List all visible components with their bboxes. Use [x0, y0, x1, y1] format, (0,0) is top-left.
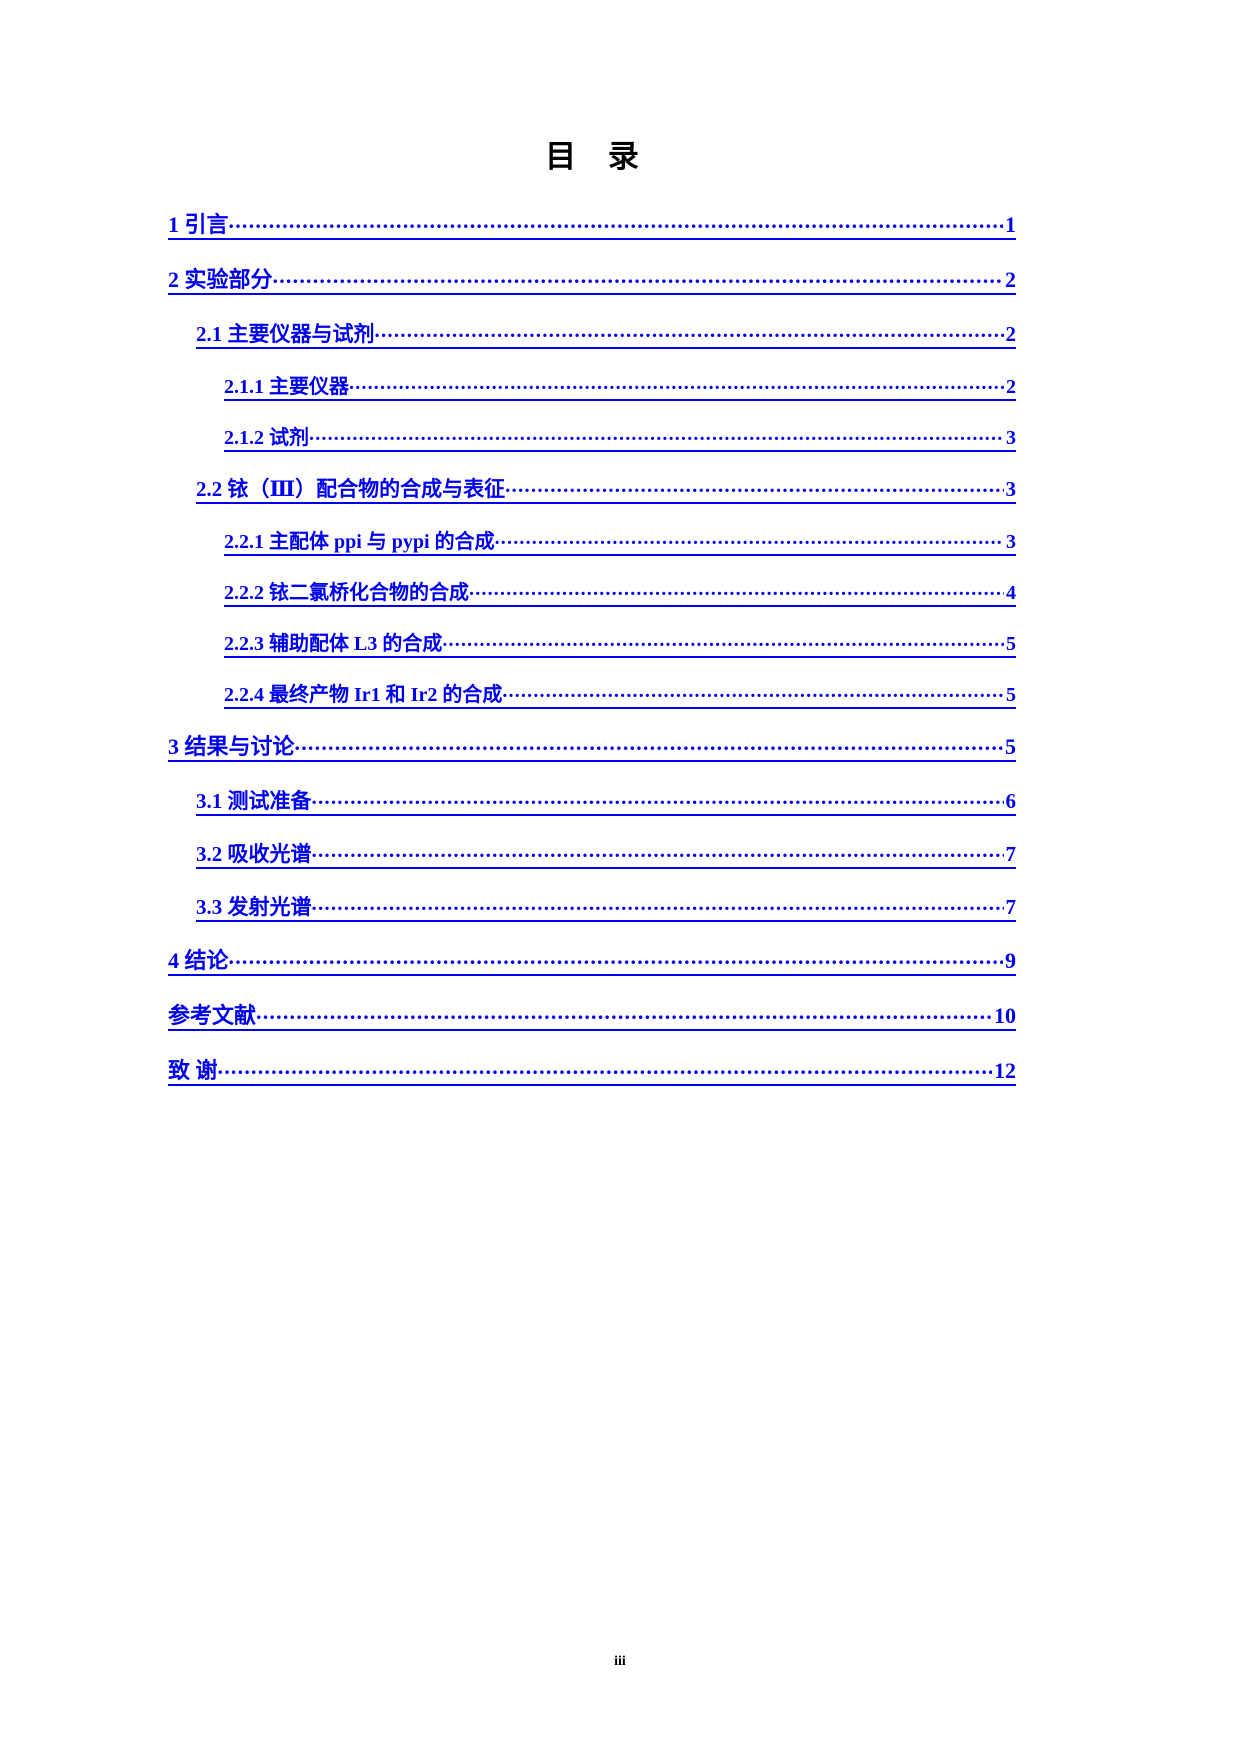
toc-entry-label: 2.1.2 试剂 [224, 427, 309, 450]
toc-entry-label: 3.3 发射光谱 [196, 895, 312, 920]
toc-entry-label: 2.1 主要仪器与试剂 [196, 322, 375, 347]
toc-entry[interactable]: 2.1.2 试剂 3 [224, 424, 1016, 453]
toc-entry[interactable]: 4 结论 9 [168, 946, 1016, 977]
toc-entry-page-number: 7 [1005, 895, 1017, 920]
toc-entry-label: 2.2.4 最终产物 Ir1 和 Ir2 的合成 [224, 684, 503, 707]
toc-leader-dots [505, 475, 1003, 496]
toc-entry-page-number: 10 [994, 1003, 1016, 1029]
toc-entry-label: 2.2 铱（Ⅲ）配合物的合成与表征 [196, 477, 506, 502]
toc-entry[interactable]: 3.3 发射光谱 7 [196, 893, 1017, 923]
toc-entry[interactable]: 致 谢 12 [168, 1056, 1016, 1087]
toc-leader-dots [349, 373, 1004, 393]
toc-leader-dots [469, 579, 1004, 599]
toc-entry[interactable]: 2.2.3 辅助配体 L3 的合成 5 [224, 630, 1016, 659]
toc-leader-dots [229, 210, 1003, 232]
toc-entry-label: 3.1 测试准备 [196, 789, 312, 814]
toc-entry[interactable]: 2.2.1 主配体 ppi 与 pypi 的合成 3 [224, 528, 1016, 557]
toc-entry[interactable]: 2.2 铱（Ⅲ）配合物的合成与表征 3 [196, 475, 1017, 505]
toc-entry[interactable]: 3 结果与讨论 5 [168, 732, 1016, 763]
toc-entry[interactable]: 参考文献 10 [168, 1001, 1016, 1032]
toc-entry-label: 2.1.1 主要仪器 [224, 376, 349, 399]
toc-entry-page-number: 2 [1006, 376, 1016, 399]
toc-entry[interactable]: 2.1.1 主要仪器 2 [224, 373, 1016, 402]
toc-entry-page-number: 3 [1005, 477, 1017, 502]
page-number-footer: iii [614, 1654, 626, 1669]
toc-entry[interactable]: 2.2.2 铱二氯桥化合物的合成 4 [224, 579, 1016, 608]
toc-entry-label: 2.2.1 主配体 ppi 与 pypi 的合成 [224, 531, 495, 554]
table-of-contents: 1 引言 1 2 实验部分 2 2.1 主要仪器与试剂 2 2.1.1 主要仪器 2 2.1.2… [168, 210, 1017, 1087]
toc-entry-page-number: 6 [1005, 789, 1017, 814]
toc-leader-dots [218, 1056, 992, 1078]
toc-entry-label: 4 结论 [168, 948, 229, 974]
toc-leader-dots [309, 424, 1004, 444]
toc-entry-label: 致 谢 [168, 1058, 218, 1084]
toc-container: 目 录 1 引言12 实验部分22.1 主要仪器与试剂22.1.1 主要仪器22… [168, 139, 1017, 1111]
toc-leader-dots [256, 1001, 992, 1023]
toc-entry[interactable]: 1 引言 1 [168, 210, 1016, 241]
toc-entry-page-number: 5 [1005, 734, 1016, 760]
toc-entry-page-number: 3 [1006, 531, 1016, 554]
toc-entry-label: 2 实验部分 [168, 267, 273, 293]
toc-leader-dots [273, 265, 1003, 287]
toc-leader-dots [312, 787, 1004, 808]
toc-entry-label: 2.2.2 铱二氯桥化合物的合成 [224, 582, 469, 605]
toc-entry-page-number: 1 [1005, 212, 1016, 238]
toc-leader-dots [442, 630, 1004, 650]
toc-entry-page-number: 4 [1006, 582, 1016, 605]
toc-entry-page-number: 2 [1005, 322, 1017, 347]
toc-entry-page-number: 9 [1005, 948, 1016, 974]
toc-entry[interactable]: 2.2.4 最终产物 Ir1 和 Ir2 的合成 5 [224, 681, 1016, 710]
toc-entry-label: 3 结果与讨论 [168, 734, 295, 760]
toc-leader-dots [229, 946, 1003, 968]
toc-leader-dots [295, 732, 1003, 754]
toc-entry-label: 1 引言 [168, 212, 229, 238]
toc-entry-label: 2.2.3 辅助配体 L3 的合成 [224, 633, 443, 656]
toc-entry-label: 3.2 吸收光谱 [196, 842, 312, 867]
toc-entry-page-number: 3 [1006, 427, 1016, 450]
toc-entry-page-number: 5 [1006, 684, 1016, 707]
toc-entry-label: 参考文献 [168, 1003, 257, 1029]
toc-leader-dots [495, 528, 1004, 548]
toc-entry-page-number: 7 [1005, 842, 1017, 867]
toc-entry[interactable]: 2.1 主要仪器与试剂 2 [196, 320, 1017, 350]
toc-entry-page-number: 5 [1006, 633, 1016, 656]
page-title: 目 录 [545, 139, 651, 174]
toc-leader-dots [312, 893, 1004, 914]
toc-entry[interactable]: 3.1 测试准备 6 [196, 787, 1017, 817]
toc-entry-page-number: 2 [1005, 267, 1016, 293]
toc-entry[interactable]: 3.2 吸收光谱 7 [196, 840, 1017, 870]
toc-leader-dots [312, 840, 1004, 861]
toc-entry[interactable]: 2 实验部分 2 [168, 265, 1016, 296]
toc-leader-dots [502, 681, 1004, 701]
toc-leader-dots [375, 320, 1004, 341]
toc-entry-page-number: 12 [994, 1058, 1016, 1084]
